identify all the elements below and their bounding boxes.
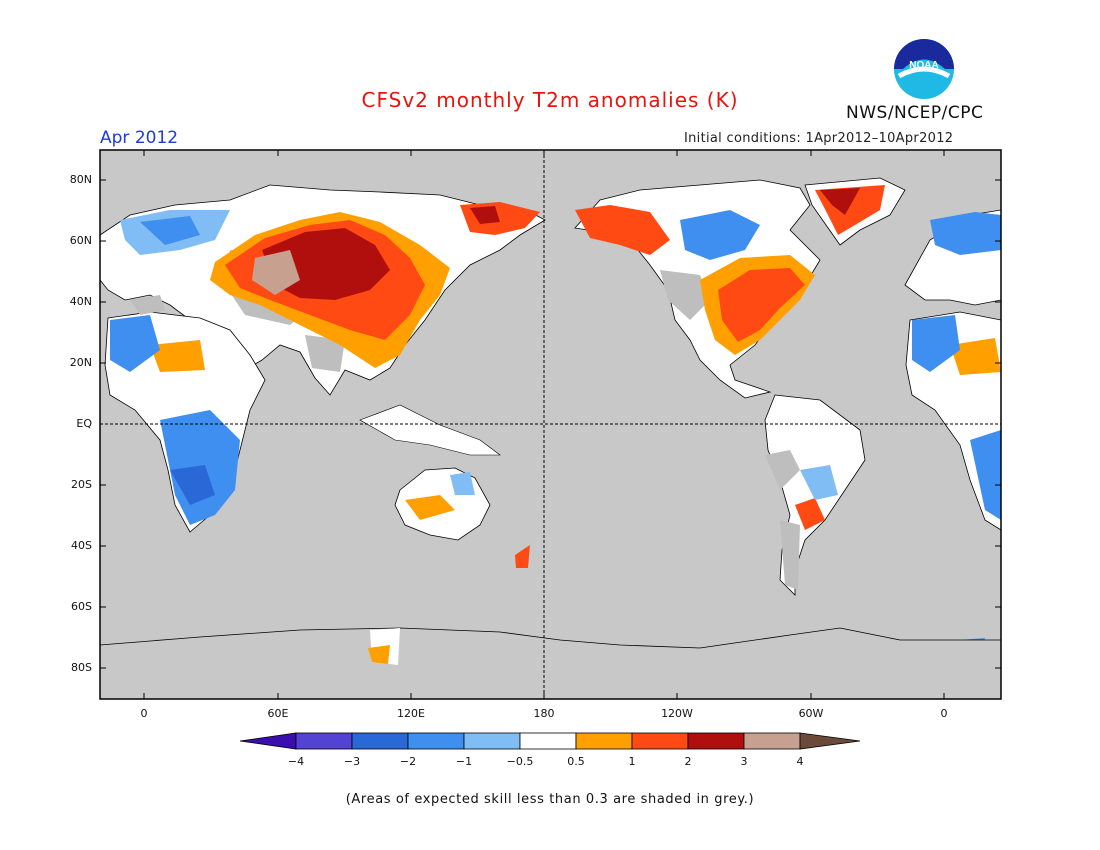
chart-title: CFSv2 monthly T2m anomalies (K) <box>361 88 739 112</box>
lat-label: 20S <box>71 478 92 491</box>
colorbar-segment-5 <box>519 732 577 750</box>
colorbar-tick: 2 <box>684 755 692 768</box>
lon-label: 60E <box>267 707 289 720</box>
colorbar <box>239 732 861 750</box>
lat-label: 60N <box>69 234 92 247</box>
colorbar-segment-2 <box>351 732 409 750</box>
month-label: Apr 2012 <box>100 128 179 148</box>
colorbar-tick: −0.5 <box>506 755 534 768</box>
colorbar-segment-0 <box>239 732 297 750</box>
colorbar-segment-3 <box>407 732 465 750</box>
lon-label: 60W <box>798 707 824 720</box>
landmass-antarctica <box>100 627 1001 699</box>
anomaly-cool-canada <box>680 210 760 260</box>
lon-label: 120W <box>661 707 693 720</box>
lat-label: 60S <box>71 600 92 613</box>
axis-ticks <box>100 150 1001 699</box>
colorbar-tick: 1 <box>628 755 636 768</box>
lat-label: EQ <box>76 417 92 430</box>
colorbar-segment-4 <box>463 732 521 750</box>
colorbar-tick: 3 <box>740 755 748 768</box>
logo-text: NOAA <box>909 60 938 71</box>
colorbar-segment-7 <box>631 732 689 750</box>
lon-label: 120E <box>397 707 425 720</box>
agency-label: NWS/NCEP/CPC <box>846 103 984 123</box>
lat-label: 80S <box>71 661 92 674</box>
colorbar-tick: 0.5 <box>567 755 585 768</box>
colorbar-segment-6 <box>575 732 633 750</box>
lon-label: 0 <box>940 707 948 720</box>
lat-label: 40N <box>69 295 92 308</box>
colorbar-segment-1 <box>295 732 353 750</box>
lat-label: 20N <box>69 356 92 369</box>
skill-note: (Areas of expected skill less than 0.3 a… <box>345 792 755 807</box>
noaa-logo: NOAA <box>894 39 954 99</box>
colorbar-tick: 4 <box>796 755 804 768</box>
initial-conditions: Initial conditions: 1Apr2012–10Apr2012 <box>684 131 954 146</box>
lon-label: 0 <box>140 707 148 720</box>
colorbar-tick: −3 <box>343 755 361 768</box>
landmass-maritime-asia <box>359 404 501 456</box>
colorbar-segment-8 <box>687 732 745 750</box>
colorbar-tick: −1 <box>455 755 473 768</box>
lat-label: 80N <box>69 173 92 186</box>
colorbar-tick: −2 <box>399 755 417 768</box>
lat-label: 40S <box>71 539 92 552</box>
colorbar-tick: −4 <box>287 755 305 768</box>
lon-label: 180 <box>533 707 555 720</box>
map-frame <box>99 149 1002 700</box>
colorbar-segment-10 <box>799 732 861 750</box>
colorbar-segment-9 <box>743 732 801 750</box>
